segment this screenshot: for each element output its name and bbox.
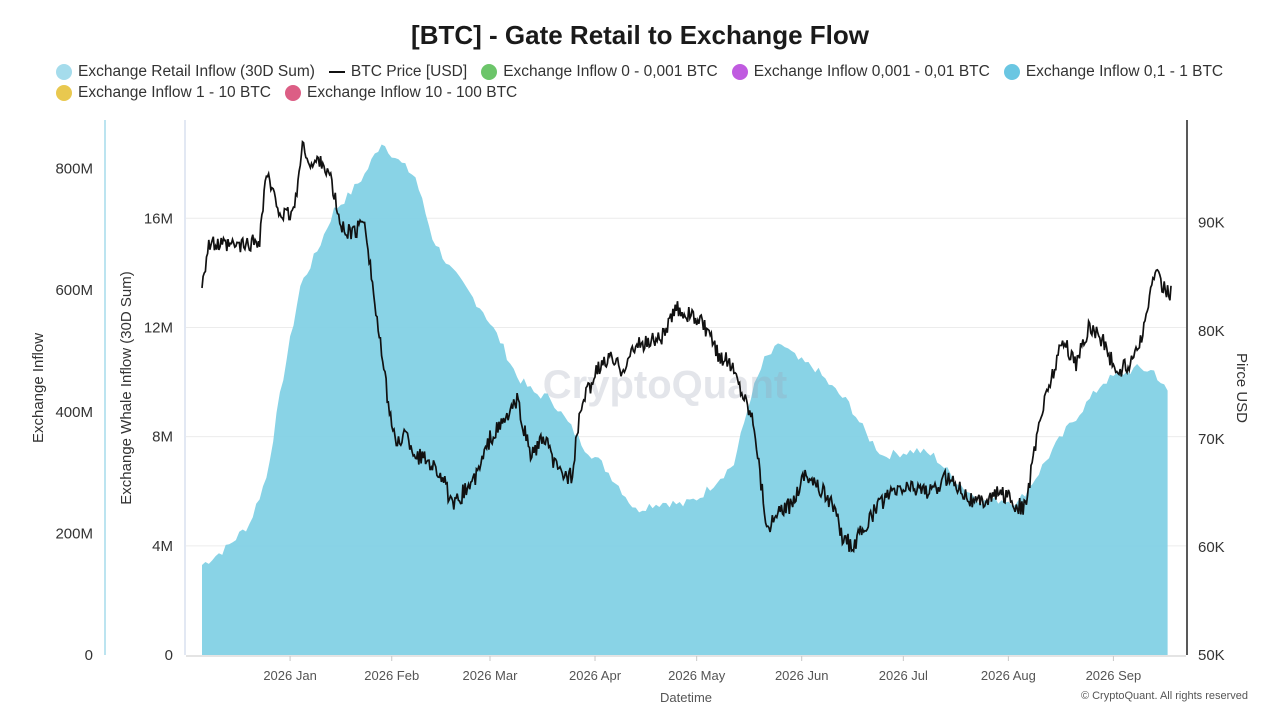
legend-color-swatch (481, 63, 498, 80)
x-tick-label: 2026 Mar (463, 668, 519, 683)
x-axis-title: Datetime (660, 690, 712, 705)
right-tick-label: 70K (1198, 431, 1225, 448)
left-inner-tick-label: 16M (144, 210, 173, 227)
legend-label: Exchange Retail Inflow (30D Sum) (78, 62, 315, 80)
left-outer-tick-label: 400M (55, 404, 93, 421)
x-tick-label: 2026 Jul (879, 668, 928, 683)
legend-label: Exchange Inflow 0,1 - 1 BTC (1025, 62, 1224, 80)
chart-title: [BTC] - Gate Retail to Exchange Flow (411, 20, 869, 50)
legend-label: BTC Price [USD] (350, 62, 468, 80)
legend-row: Exchange Inflow 1 - 10 BTC Exchange Inflo… (56, 82, 1256, 103)
x-tick-label: 2026 Feb (364, 668, 419, 683)
copyright-footer: © CryptoQuant. All rights reserved (1080, 690, 1248, 702)
retail-inflow-area (202, 144, 1168, 655)
x-tick-label: 2026 Jun (775, 668, 829, 683)
right-tick-label: 60K (1198, 539, 1225, 556)
left-outer-tick-label: 600M (55, 282, 93, 299)
legend-item[interactable]: Exchange Inflow 0,001 - 0,01 BTC (731, 62, 990, 81)
legend-color-swatch (1003, 63, 1020, 80)
legend-label: Exchange Inflow 0,001 - 0,01 BTC (753, 62, 990, 80)
right-tick-label: 50K (1198, 647, 1225, 664)
legend-row: Exchange Retail Inflow (30D Sum) BTC Pric… (56, 61, 1256, 82)
legend-item[interactable]: BTC Price [USD] (328, 62, 468, 81)
left-outer-tick-label: 0 (85, 647, 93, 664)
x-tick-label: 2026 Apr (569, 668, 622, 683)
right-tick-label: 90K (1198, 215, 1225, 232)
legend-color-swatch (56, 84, 72, 101)
left-outer-axis-title: Exchange Inflow (30, 333, 47, 443)
chart-legend: Exchange Retail Inflow (30D Sum) BTC Pric… (56, 61, 1256, 103)
legend-label: Exchange Inflow 10 - 100 BTC (307, 83, 518, 101)
left-inner-tick-label: 12M (144, 319, 173, 336)
legend-color-swatch (56, 63, 72, 80)
left-inner-axis-title: Exchange Whale Inflow (30D Sum) (118, 271, 135, 504)
legend-color-swatch (731, 63, 748, 80)
left-inner-tick-label: 4M (152, 538, 173, 555)
x-tick-label: 2026 Sep (1086, 668, 1142, 683)
legend-item[interactable]: Exchange Inflow 0 - 0,001 BTC (481, 63, 718, 81)
left-outer-tick-label: 200M (55, 525, 93, 542)
btc-price-line (201, 140, 1172, 554)
legend-item[interactable]: Exchange Inflow 0,1 - 1 BTC (1003, 62, 1224, 81)
right-axis-title: Pirce USD (1233, 353, 1250, 423)
left-inner-tick-label: 0 (165, 647, 173, 664)
x-tick-label: 2026 May (668, 668, 726, 683)
left-outer-tick-label: 800M (55, 161, 93, 178)
legend-item[interactable]: Exchange Retail Inflow (30D Sum) (56, 63, 315, 81)
x-tick-label: 2026 Aug (981, 668, 1036, 683)
legend-color-swatch (285, 84, 301, 101)
legend-item[interactable]: Exchange Inflow 10 - 100 BTC (285, 84, 517, 102)
watermark-text: CryptoQuant (543, 363, 787, 407)
legend-item[interactable]: Exchange Inflow 1 - 10 BTC (56, 84, 271, 102)
right-tick-label: 80K (1198, 323, 1225, 340)
legend-line-swatch (328, 70, 345, 73)
x-tick-label: 2026 Jan (263, 668, 317, 683)
legend-label: Exchange Inflow 0 - 0,001 BTC (503, 62, 718, 80)
left-inner-tick-label: 8M (152, 429, 173, 446)
legend-label: Exchange Inflow 1 - 10 BTC (78, 83, 271, 101)
